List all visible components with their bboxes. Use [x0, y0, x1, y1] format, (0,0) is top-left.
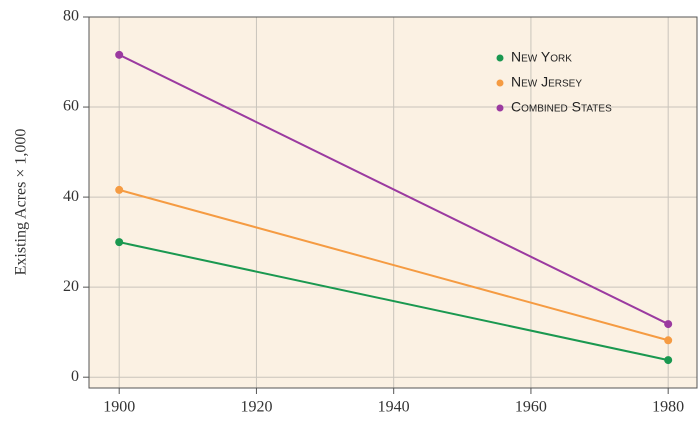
plot-background	[89, 17, 697, 388]
y-axis-label: Existing Acres × 1,000	[13, 129, 30, 276]
data-point	[115, 238, 124, 247]
y-tick-label: 20	[63, 278, 79, 295]
x-tick-label: 1960	[515, 399, 547, 416]
data-point	[664, 320, 673, 329]
x-tick-label: 1920	[240, 399, 272, 416]
y-tick-label: 80	[63, 8, 79, 25]
y-tick-label: 40	[63, 188, 79, 205]
y-tick-label: 60	[63, 98, 79, 115]
legend-marker	[496, 79, 504, 87]
plot-frame	[88, 16, 698, 389]
data-point	[115, 185, 124, 194]
data-point	[664, 336, 673, 345]
x-tick-label: 1940	[378, 399, 410, 416]
y-tick-label: 0	[71, 368, 79, 385]
legend-label: Combined States	[511, 99, 612, 115]
legend-label: New Jersey	[511, 74, 582, 90]
series-line	[118, 53, 669, 325]
legend-marker	[496, 54, 504, 62]
series-line	[118, 188, 669, 342]
data-point	[115, 50, 124, 59]
legend-marker	[496, 104, 504, 112]
data-point	[664, 356, 673, 365]
x-tick-label: 1980	[652, 399, 684, 416]
x-tick-label: 1900	[103, 399, 135, 416]
legend-label: New York	[511, 49, 572, 65]
series-line	[118, 241, 669, 362]
